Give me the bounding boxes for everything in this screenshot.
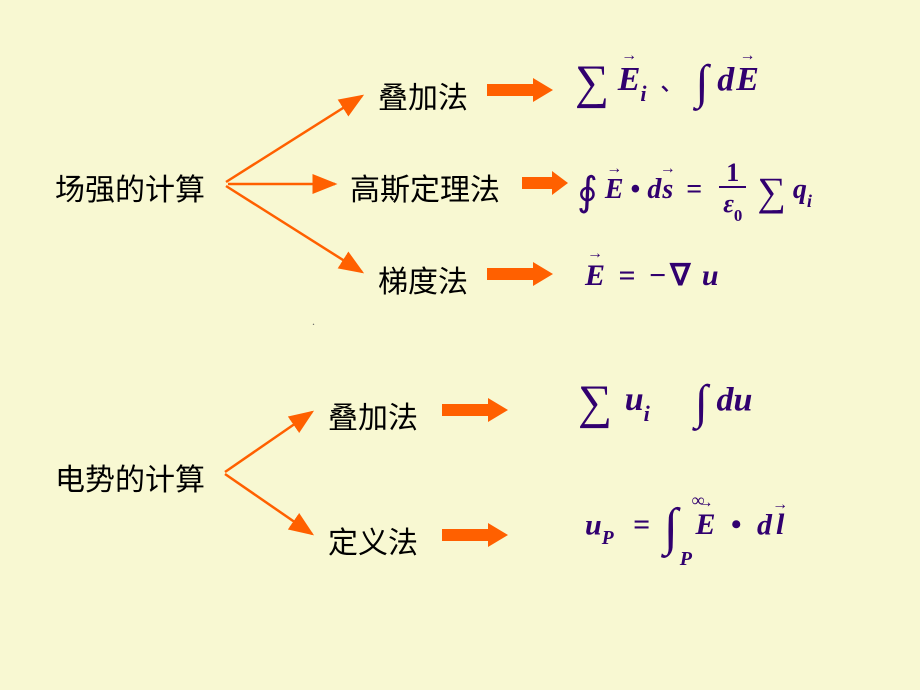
formula-superposition-E: ∑ E→i 、 ∫ dE→ [575,55,759,110]
thick-arrows [0,0,920,690]
formula-gradient: E→ = −∇ u [585,258,719,293]
page-marker: . [312,314,315,329]
formula-definition-u: uP = ∫ ∞ P E→ • dl→ [585,498,784,557]
page-marker-text: . [312,314,315,328]
formula-gauss: ∮ E→ • ds→ = 1 ε0 ∑ qi [577,160,812,223]
formula-superposition-u: ∑ ui ∫ du [578,375,752,430]
